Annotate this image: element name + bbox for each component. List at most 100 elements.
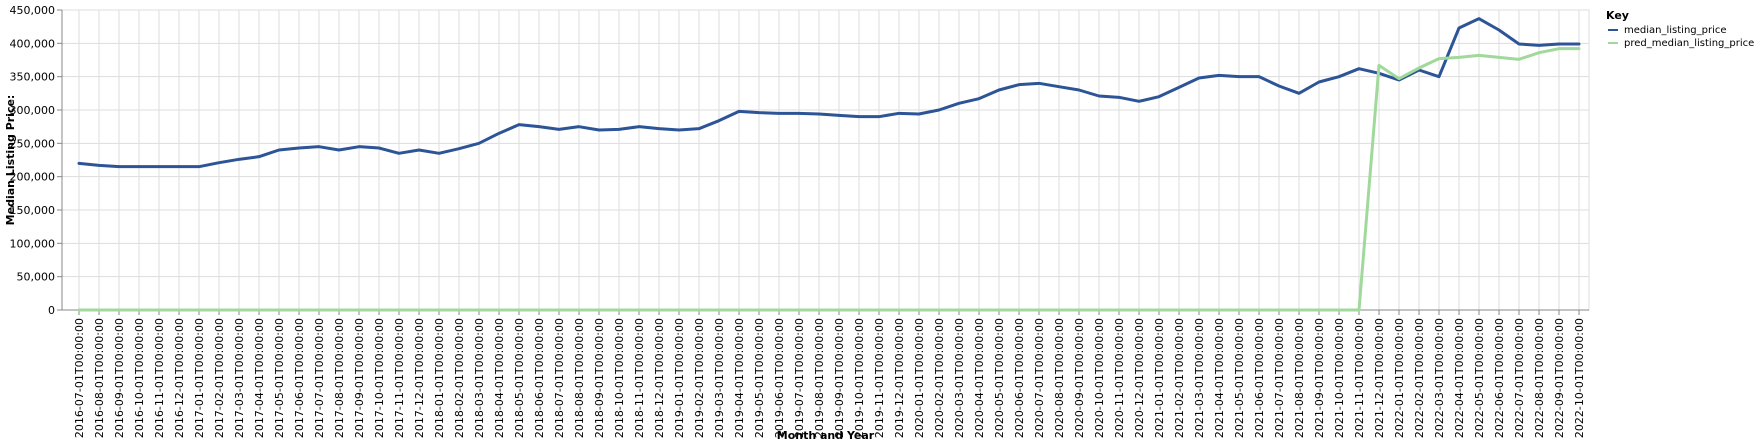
x-axis-title: Month and Year <box>777 429 875 442</box>
y-tick-label: 450,000 <box>10 4 56 17</box>
x-tick-label: 2021-10-01T00:00:00 <box>1333 318 1346 438</box>
x-tick-label: 2019-05-01T00:00:00 <box>753 318 766 438</box>
series-line-pred-median-listing-price <box>77 47 1581 312</box>
x-tick-label: 2019-12-01T00:00:00 <box>893 318 906 438</box>
legend: Key median_listing_price pred_median_list… <box>1606 9 1754 49</box>
x-tick-label: 2018-09-01T00:00:00 <box>593 318 606 438</box>
x-tick-label: 2021-02-01T00:00:00 <box>1173 318 1186 438</box>
x-tick-label: 2020-09-01T00:00:00 <box>1073 318 1086 438</box>
x-tick-label: 2019-09-01T00:00:00 <box>833 318 846 438</box>
x-tick-label: 2016-09-01T00:00:00 <box>113 318 126 438</box>
x-tick-label: 2018-06-01T00:00:00 <box>533 318 546 438</box>
x-tick-label: 2018-07-01T00:00:00 <box>553 318 566 438</box>
x-tick-label: 2021-08-01T00:00:00 <box>1293 318 1306 438</box>
x-tick-label: 2019-08-01T00:00:00 <box>813 318 826 438</box>
x-tick-label: 2020-10-01T00:00:00 <box>1093 318 1106 438</box>
x-tick-label: 2022-09-01T00:00:00 <box>1553 318 1566 438</box>
x-tick-label: 2019-06-01T00:00:00 <box>773 318 786 438</box>
x-tick-label: 2020-03-01T00:00:00 <box>953 318 966 438</box>
x-tick-label: 2022-03-01T00:00:00 <box>1433 318 1446 438</box>
x-tick-label: 2021-09-01T00:00:00 <box>1313 318 1326 438</box>
x-tick-label: 2020-06-01T00:00:00 <box>1013 318 1026 438</box>
y-tick-label: 250,000 <box>10 137 56 150</box>
x-tick-label: 2018-11-01T00:00:00 <box>633 318 646 438</box>
y-tick-label: 0 <box>48 304 55 317</box>
series-line-median-listing-price <box>77 17 1581 169</box>
y-tick-label: 300,000 <box>10 104 56 117</box>
x-tick-label: 2019-07-01T00:00:00 <box>793 318 806 438</box>
x-tick-label: 2016-08-01T00:00:00 <box>93 318 106 438</box>
y-tick-label: 350,000 <box>10 71 56 84</box>
x-tick-label: 2017-04-01T00:00:00 <box>253 318 266 438</box>
x-tick-label: 2022-07-01T00:00:00 <box>1513 318 1526 438</box>
x-tick-label: 2019-02-01T00:00:00 <box>693 318 706 438</box>
x-tick-label: 2017-11-01T00:00:00 <box>393 318 406 438</box>
y-tick-label: 150,000 <box>10 204 56 217</box>
x-tick-label: 2017-02-01T00:00:00 <box>213 318 226 438</box>
x-tick-label: 2017-03-01T00:00:00 <box>233 318 246 438</box>
y-axis: 0 50,000 100,000 150,000 200,000 250,000 300,0… <box>10 4 63 317</box>
legend-label: median_listing_price <box>1624 25 1727 36</box>
x-tick-label: 2017-10-01T00:00:00 <box>373 318 386 438</box>
x-tick-label: 2021-12-01T00:00:00 <box>1373 318 1386 438</box>
x-tick-label: 2020-04-01T00:00:00 <box>973 318 986 438</box>
x-tick-label: 2020-07-01T00:00:00 <box>1033 318 1046 438</box>
x-tick-label: 2021-03-01T00:00:00 <box>1193 318 1206 438</box>
legend-label: pred_median_listing_price <box>1624 38 1754 49</box>
x-tick-label: 2016-10-01T00:00:00 <box>133 318 146 438</box>
x-tick-label: 2017-08-01T00:00:00 <box>333 318 346 438</box>
x-tick-label: 2018-08-01T00:00:00 <box>573 318 586 438</box>
x-tick-label: 2019-11-01T00:00:00 <box>873 318 886 438</box>
x-tick-label: 2018-04-01T00:00:00 <box>493 318 506 438</box>
x-tick-label: 2020-08-01T00:00:00 <box>1053 318 1066 438</box>
x-tick-label: 2019-04-01T00:00:00 <box>733 318 746 438</box>
x-tick-label: 2022-04-01T00:00:00 <box>1453 318 1466 438</box>
x-tick-label: 2016-12-01T00:00:00 <box>173 318 186 438</box>
x-tick-label: 2021-04-01T00:00:00 <box>1213 318 1226 438</box>
x-tick-label: 2021-06-01T00:00:00 <box>1253 318 1266 438</box>
x-tick-label: 2018-02-01T00:00:00 <box>453 318 466 438</box>
x-tick-label: 2019-10-01T00:00:00 <box>853 318 866 438</box>
x-tick-label: 2016-11-01T00:00:00 <box>153 318 166 438</box>
legend-title: Key <box>1606 9 1629 22</box>
x-tick-label: 2021-01-01T00:00:00 <box>1153 318 1166 438</box>
x-tick-label: 2017-09-01T00:00:00 <box>353 318 366 438</box>
x-tick-label: 2019-03-01T00:00:00 <box>713 318 726 438</box>
x-tick-label: 2022-02-01T00:00:00 <box>1413 318 1426 438</box>
x-tick-label: 2017-05-01T00:00:00 <box>273 318 286 438</box>
x-tick-label: 2018-01-01T00:00:00 <box>433 318 446 438</box>
y-tick-label: 50,000 <box>17 271 56 284</box>
y-tick-label: 200,000 <box>10 171 56 184</box>
x-tick-label: 2020-05-01T00:00:00 <box>993 318 1006 438</box>
x-tick-label: 2016-07-01T00:00:00 <box>73 318 86 438</box>
y-axis-title: Median Listing Price: <box>4 95 17 226</box>
x-tick-label: 2021-05-01T00:00:00 <box>1233 318 1246 438</box>
x-tick-label: 2022-01-01T00:00:00 <box>1393 318 1406 438</box>
x-tick-label: 2017-07-01T00:00:00 <box>313 318 326 438</box>
x-tick-label: 2022-10-01T00:00:00 <box>1573 318 1586 438</box>
x-tick-label: 2022-05-01T00:00:00 <box>1473 318 1486 438</box>
plot-frame <box>61 9 1590 311</box>
x-tick-label: 2020-12-01T00:00:00 <box>1133 318 1146 438</box>
y-tick-label: 100,000 <box>10 237 56 250</box>
y-tick-label: 400,000 <box>10 37 56 50</box>
x-tick-label: 2018-10-01T00:00:00 <box>613 318 626 438</box>
x-tick-label: 2021-07-01T00:00:00 <box>1273 318 1286 438</box>
x-tick-label: 2020-11-01T00:00:00 <box>1113 318 1126 438</box>
x-tick-label: 2022-08-01T00:00:00 <box>1533 318 1546 438</box>
x-tick-label: 2018-03-01T00:00:00 <box>473 318 486 438</box>
x-tick-label: 2017-01-01T00:00:00 <box>193 318 206 438</box>
x-tick-label: 2020-01-01T00:00:00 <box>913 318 926 438</box>
x-tick-label: 2017-06-01T00:00:00 <box>293 318 306 438</box>
grid-lines <box>62 9 1589 311</box>
series-layer <box>77 17 1581 312</box>
x-tick-label: 2022-06-01T00:00:00 <box>1493 318 1506 438</box>
x-tick-label: 2018-05-01T00:00:00 <box>513 318 526 438</box>
x-tick-label: 2018-12-01T00:00:00 <box>653 318 666 438</box>
x-axis: 2016-07-01T00:00:00 2016-08-01T00:00:00 20… <box>62 309 1589 438</box>
x-tick-label: 2020-02-01T00:00:00 <box>933 318 946 438</box>
x-tick-label: 2017-12-01T00:00:00 <box>413 318 426 438</box>
x-tick-label: 2021-11-01T00:00:00 <box>1353 318 1366 438</box>
x-tick-label: 2019-01-01T00:00:00 <box>673 318 686 438</box>
